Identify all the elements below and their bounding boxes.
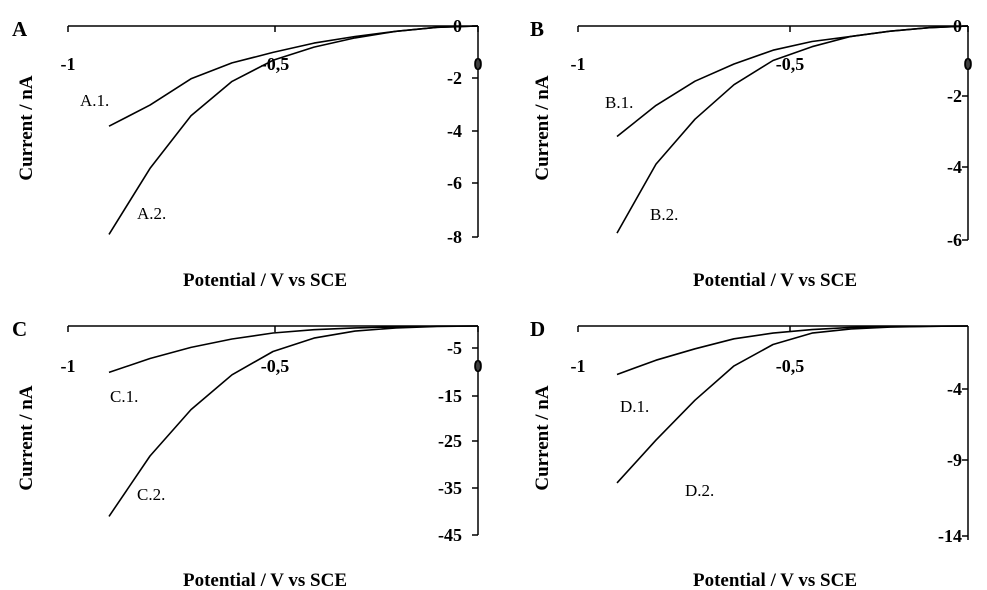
x-tick-label: 0: [474, 54, 483, 74]
series-label: B.2.: [650, 205, 678, 224]
y-tick-label: -35: [438, 478, 462, 498]
panel-letter: A: [12, 17, 28, 41]
panel-c: C -1 -0,5 0 -5 -15 -25 -35 -45 Current / nA Potent…: [12, 317, 483, 590]
series-label: C.1.: [110, 387, 138, 406]
series-label: B.1.: [605, 93, 633, 112]
x-tick-label: -0,5: [261, 54, 290, 74]
y-tick-label: -5: [447, 338, 462, 358]
x-tick-label: -1: [571, 356, 586, 376]
x-axis-title: Potential / V vs SCE: [693, 270, 857, 291]
panel-letter: D: [530, 317, 545, 341]
series-label: A.2.: [137, 204, 166, 223]
y-tick-label: -2: [947, 86, 962, 106]
x-tick-label: -0,5: [776, 356, 805, 376]
series-line-a2: [108, 25, 479, 235]
y-tick-label: -4: [947, 379, 962, 399]
y-tick-label: -45: [438, 525, 462, 545]
y-tick-label: -25: [438, 431, 462, 451]
series-label: D.1.: [620, 397, 649, 416]
x-tick-label: 0: [964, 54, 973, 74]
x-tick-label: -1: [61, 356, 76, 376]
y-axis-title: Current / nA: [532, 385, 553, 490]
y-tick-label: -8: [447, 227, 462, 247]
x-axis-title: Potential / V vs SCE: [183, 570, 347, 590]
series-line-a1: [108, 25, 479, 127]
x-axis-title: Potential / V vs SCE: [693, 570, 857, 590]
panel-d: D -1 -0,5 -4 -9 -14 Current / nA Potential / V …: [530, 317, 969, 590]
series-label: C.2.: [137, 485, 165, 504]
series-label: D.2.: [685, 481, 714, 500]
y-axis-title: Current / nA: [16, 385, 37, 490]
x-tick-label: -1: [61, 54, 76, 74]
y-tick-label: -6: [447, 173, 462, 193]
x-axis-title: Potential / V vs SCE: [183, 270, 347, 291]
y-tick-label: -6: [947, 230, 962, 250]
series-line-c2: [108, 325, 479, 517]
y-axis-title: Current / nA: [16, 75, 37, 180]
x-tick-label: -1: [571, 54, 586, 74]
panel-letter: C: [12, 317, 27, 341]
y-tick-label: -4: [447, 121, 462, 141]
series-line-b2: [616, 25, 969, 234]
series-line-b1: [616, 25, 969, 138]
series-line-d2: [616, 325, 969, 484]
panel-letter: B: [530, 17, 544, 41]
y-tick-label: -9: [947, 450, 962, 470]
y-axis-title: Current / nA: [532, 75, 553, 180]
y-tick-label: -15: [438, 386, 462, 406]
x-tick-label: 0: [474, 356, 483, 376]
series-label: A.1.: [80, 91, 109, 110]
y-tick-label: -14: [938, 526, 962, 546]
series-line-c1: [108, 325, 479, 374]
x-tick-label: -0,5: [261, 356, 290, 376]
y-tick-label: -2: [447, 68, 462, 88]
y-tick-label: -4: [947, 157, 962, 177]
x-tick-label: -0,5: [776, 54, 805, 74]
